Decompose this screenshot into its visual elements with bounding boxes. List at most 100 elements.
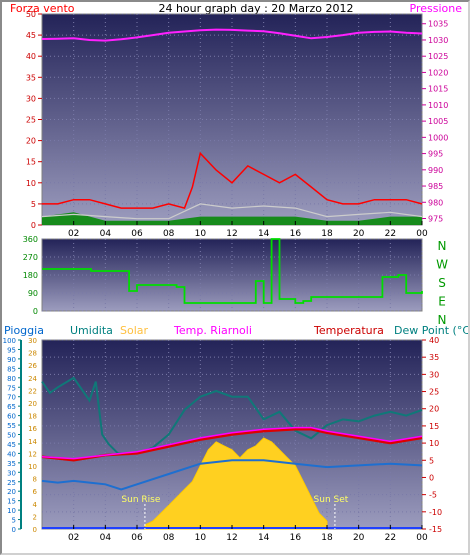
solar-tick-label: 10 — [28, 463, 37, 471]
temperature-tick-label: 20 — [429, 405, 439, 414]
solar-tick-label: 6 — [33, 488, 38, 496]
legend-label: Pioggia — [4, 324, 44, 337]
pressure-tick-label: 1035 — [428, 20, 448, 29]
wind-time-tick-label: 02 — [68, 229, 79, 239]
solar-tick-label: 2 — [33, 513, 37, 521]
legend-label: Dew Point (°C) — [394, 324, 468, 337]
solar-tick-label: 26 — [28, 362, 37, 370]
temperature-tick-label: -15 — [429, 525, 442, 534]
wind-speed-tick-label: 20 — [26, 137, 36, 146]
wind-time-tick-label: 06 — [131, 229, 143, 239]
rain-tick-label: 25 — [7, 479, 16, 487]
pressure-tick-label: 995 — [428, 150, 443, 159]
compass-label: N — [438, 313, 447, 327]
pressure-tick-label: 1025 — [428, 52, 448, 61]
temperature-time-ticks: 02 04 06 08 10 12 14 16 18 20 22 00 — [68, 525, 428, 543]
direction-tick-label: 90 — [28, 289, 38, 298]
humidity-line — [41, 376, 423, 455]
wind-time-tick-label: 20 — [353, 229, 365, 239]
wind-time-tick-label: 18 — [321, 229, 333, 239]
wind-speed-tick-label: 10 — [26, 179, 36, 188]
wind-time-tick-label: 04 — [100, 229, 112, 239]
wind-time-tick-label: 12 — [226, 229, 237, 239]
temperature-tick-label: -10 — [429, 508, 442, 517]
temperature-tick-label: 0 — [429, 473, 434, 482]
rain-tick-label: 85 — [7, 365, 16, 373]
rain-tick-label: 15 — [7, 498, 16, 506]
temperature-time-tick-label: 22 — [385, 533, 396, 543]
wind-speed-tick-label: 50 — [26, 10, 36, 19]
solar-area — [144, 437, 328, 530]
wind-speed-tick-label: 45 — [26, 31, 36, 40]
compass-label: N — [438, 239, 447, 253]
chart-title: 24 hour graph day : 20 Marzo 2012 — [158, 2, 353, 15]
pressure-tick-label: 1015 — [428, 85, 448, 94]
compass-label: E — [438, 295, 446, 309]
pressure-tick-label: 1000 — [428, 133, 448, 142]
wind-speed-tick-label: 40 — [26, 52, 36, 61]
pressure-tick-label: 980 — [428, 198, 443, 207]
direction-tick-label: 270 — [23, 253, 38, 262]
temperature-time-tick-label: 18 — [321, 533, 333, 543]
rain-tick-label: 50 — [7, 432, 16, 440]
wind-time-tick-label: 16 — [290, 229, 302, 239]
temperature-legend: Pioggia Umidita Solar Temp. Riarnoli Tempera… — [4, 324, 470, 337]
sun-markers: Sun Rise Sun Set — [121, 495, 349, 529]
legend-label: Temperatura — [313, 324, 384, 337]
solar-tick-label: 24 — [28, 375, 37, 383]
solar-tick-label: 16 — [28, 425, 37, 433]
pressure-ticks: 975 980 985 990 995 1000 1005 1010 1015 1020 1025 1… — [422, 20, 448, 224]
rain-tick-label: 80 — [7, 375, 16, 383]
solar-tick-label: 30 — [28, 337, 37, 345]
temperature-time-tick-label: 20 — [353, 533, 365, 543]
temperature-tick-label: 25 — [429, 388, 439, 397]
wind-speed-tick-label: 35 — [26, 73, 36, 82]
wind-direction-ticks: 360 270 180 90 0 — [23, 235, 38, 316]
pressure-tick-label: 1010 — [428, 101, 448, 110]
compass-label: S — [438, 276, 446, 290]
rain-tick-label: 95 — [7, 346, 16, 354]
pressure-tick-label: 990 — [428, 166, 443, 175]
pressure-tick-label: 1005 — [428, 117, 448, 126]
wind-time-tick-label: 08 — [163, 229, 175, 239]
direction-tick-label: 180 — [23, 271, 38, 280]
rain-tick-label: 30 — [7, 469, 16, 477]
temperature-time-tick-label: 10 — [195, 533, 207, 543]
wind-time-tick-label: 00 — [416, 229, 428, 239]
temp-riarnoli-line — [41, 426, 423, 460]
rain-tick-label: 65 — [7, 403, 16, 411]
rain-tick-label: 0 — [12, 526, 16, 534]
pressure-axis-label: Pressione — [410, 2, 463, 15]
legend-label: Temp. Riarnoli — [173, 324, 252, 337]
legend-label: Umidita — [70, 324, 113, 337]
temperature-tick-label: 35 — [429, 353, 439, 362]
pressure-tick-label: 1030 — [428, 36, 448, 45]
solar-tick-label: 28 — [28, 350, 37, 358]
wind-axis-label: Forza vento — [10, 2, 75, 15]
temperature-time-tick-label: 16 — [290, 533, 302, 543]
wind-direction-line — [42, 238, 423, 304]
wind-speed-tick-label: 15 — [26, 158, 36, 167]
temperature-tick-label: 40 — [429, 336, 439, 345]
solar-tick-label: 12 — [28, 450, 37, 458]
solar-tick-label: 0 — [33, 526, 37, 534]
pressure-line — [41, 28, 423, 42]
temperature-time-tick-label: 02 — [68, 533, 79, 543]
wind-direction-series — [42, 238, 423, 304]
rain-tick-label: 55 — [7, 422, 16, 430]
temperature-tick-label: 10 — [429, 439, 439, 448]
rain-tick-label: 70 — [7, 394, 16, 402]
temperature-time-tick-label: 00 — [416, 533, 428, 543]
dew-point-line — [41, 459, 423, 491]
pressure-tick-label: 1020 — [428, 68, 448, 77]
wind-speed-ticks: 0 5 10 15 20 25 30 35 40 45 50 — [26, 10, 42, 230]
direction-tick-label: 0 — [33, 307, 38, 316]
temperature-tick-label: 5 — [429, 456, 434, 465]
sun-rise-label: Sun Rise — [121, 495, 160, 505]
rain-tick-label: 75 — [7, 384, 16, 392]
wind-speed-tick-label: 25 — [26, 116, 36, 125]
temperature-axes: -15-10-505101520253035400510152025303540… — [3, 336, 442, 534]
